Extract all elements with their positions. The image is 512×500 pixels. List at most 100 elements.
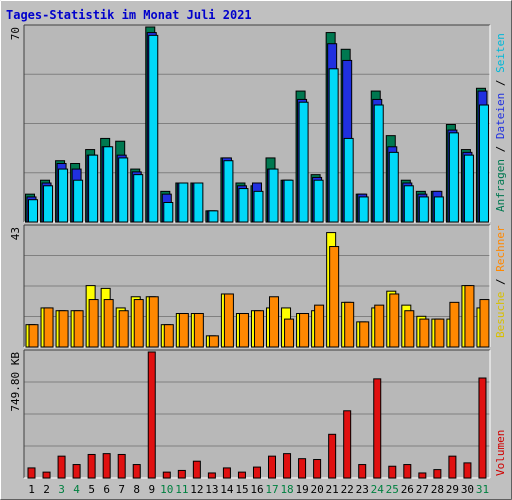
bar-rechner <box>118 310 129 348</box>
x-tick-label: 28 <box>431 483 444 496</box>
x-tick-label: 2 <box>43 483 50 496</box>
bar-volumen <box>328 433 337 479</box>
bar-volumen <box>252 466 261 479</box>
bar-seiten <box>118 157 129 223</box>
bar-volumen <box>433 469 442 479</box>
bar-volumen <box>463 462 472 479</box>
bar-seiten <box>43 185 54 223</box>
bar-seiten <box>133 174 144 223</box>
x-tick-label: 25 <box>386 483 399 496</box>
x-tick-label: 31 <box>476 483 489 496</box>
bar-volumen <box>57 455 66 479</box>
bar-volumen <box>237 471 246 479</box>
x-tick-label: 22 <box>341 483 354 496</box>
legend-entry: Volumen <box>494 430 507 476</box>
bar-rechner <box>314 304 325 348</box>
x-tick-label: 12 <box>190 483 203 496</box>
bar-seiten <box>373 104 384 223</box>
bar-seiten <box>478 104 489 223</box>
x-tick-label: 24 <box>371 483 385 496</box>
legend-separator: / <box>494 139 507 159</box>
legend-group: Anfragen / Dateien / Seiten <box>494 33 507 212</box>
legend-separator: / <box>494 73 507 93</box>
bar-rechner <box>299 313 310 348</box>
bar-rechner <box>269 296 280 348</box>
bar-volumen <box>373 378 382 479</box>
bar-seiten <box>433 196 444 223</box>
scale-label: 749.80 KB <box>9 352 22 412</box>
legend-entry: Besuche <box>494 292 507 338</box>
bar-volumen <box>207 472 216 479</box>
x-tick-label: 3 <box>58 483 65 496</box>
bar-rechner <box>58 310 69 348</box>
bar-rechner <box>344 301 355 348</box>
x-tick-label: 6 <box>103 483 110 496</box>
bar-rechner <box>208 335 219 348</box>
x-tick-label: 8 <box>133 483 140 496</box>
bar-rechner <box>103 299 114 348</box>
bar-rechner <box>238 313 249 348</box>
scale-label: 43 <box>9 227 22 240</box>
bar-rechner <box>404 310 415 348</box>
x-tick-label: 4 <box>73 483 80 496</box>
bar-seiten <box>73 179 84 223</box>
bar-rechner <box>284 318 295 348</box>
x-tick-label: 7 <box>118 483 125 496</box>
bar-rechner <box>178 313 189 348</box>
x-tick-label: 5 <box>88 483 95 496</box>
bar-volumen <box>72 464 81 479</box>
x-tick-label: 26 <box>401 483 414 496</box>
bar-rechner <box>359 321 370 348</box>
x-tick-label: 21 <box>326 483 339 496</box>
legend-entry: Anfragen <box>494 159 507 212</box>
bar-seiten <box>418 196 429 223</box>
legend-entry: Rechner <box>494 225 507 272</box>
bar-seiten <box>178 182 189 223</box>
bar-seiten <box>58 168 69 223</box>
bar-rechner <box>374 304 385 348</box>
x-tick-label: 1 <box>28 483 35 496</box>
x-tick-label: 14 <box>220 483 234 496</box>
x-tick-label: 11 <box>175 483 188 496</box>
bar-volumen <box>418 472 427 479</box>
bar-volumen <box>388 465 397 479</box>
bar-volumen <box>343 410 352 479</box>
bar-rechner <box>253 310 264 348</box>
bar-volumen <box>298 458 307 479</box>
bar-rechner <box>88 299 99 348</box>
bar-volumen <box>268 455 277 479</box>
bar-rechner <box>43 307 54 348</box>
bar-volumen <box>283 453 292 479</box>
bar-seiten <box>223 160 234 223</box>
bar-seiten <box>268 168 279 223</box>
bar-volumen <box>27 467 36 479</box>
x-tick-label: 10 <box>160 483 173 496</box>
bar-seiten <box>103 146 114 223</box>
x-tick-label: 16 <box>250 483 263 496</box>
bar-rechner <box>419 318 430 348</box>
bar-seiten <box>193 182 204 223</box>
bar-seiten <box>28 199 38 223</box>
x-tick-label: 29 <box>446 483 459 496</box>
x-tick-label: 19 <box>295 483 308 496</box>
bar-rechner <box>73 310 84 348</box>
bar-volumen <box>222 467 231 479</box>
legend-entry: Seiten <box>494 33 507 73</box>
bar-volumen <box>358 464 367 479</box>
legend-separator: / <box>494 272 507 292</box>
bar-rechner <box>449 301 460 348</box>
bar-seiten <box>283 179 294 223</box>
bar-rechner <box>163 324 174 348</box>
bar-seiten <box>298 101 309 223</box>
bar-volumen <box>403 464 412 479</box>
bar-rechner <box>329 246 340 348</box>
bar-volumen <box>87 453 96 479</box>
x-tick-label: 9 <box>148 483 155 496</box>
bar-seiten <box>403 185 414 223</box>
bar-seiten <box>358 196 369 223</box>
bar-rechner <box>464 285 475 348</box>
bar-volumen <box>448 455 457 479</box>
bar-seiten <box>238 188 249 223</box>
